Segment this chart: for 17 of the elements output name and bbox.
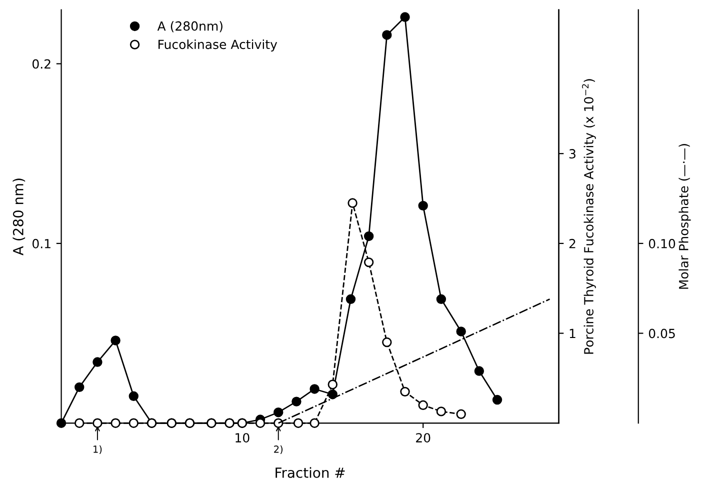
y-tick-label: 0.1 (32, 238, 50, 248)
y3-axis-title: Molar Phosphate (—·—) (678, 144, 691, 289)
legend-label: A (280nm) (157, 21, 222, 32)
y-tick-label: 0.2 (32, 59, 50, 69)
y2-tick-label: 2 (569, 238, 576, 248)
x-tick-label: 10 (236, 433, 250, 443)
x-axis-title: Fraction # (276, 467, 345, 478)
annotation: 1) (94, 445, 102, 454)
legend-label: Fucokinase Activity (158, 39, 278, 52)
y3-tick-label: 0.10 (648, 238, 676, 248)
y2-axis-title: Porcine Thyroid Fucokinase Activity (x 10$^{−2}$) (582, 79, 596, 354)
annotation: 2) (274, 445, 283, 454)
y3-tick-label: 0.05 (648, 328, 675, 338)
y2-tick-label: 1 (570, 328, 576, 338)
y2-tick-label: 3 (569, 149, 576, 159)
y-axis-title: A (280 nm) (12, 178, 26, 256)
x-tick-label: 20 (416, 433, 430, 443)
